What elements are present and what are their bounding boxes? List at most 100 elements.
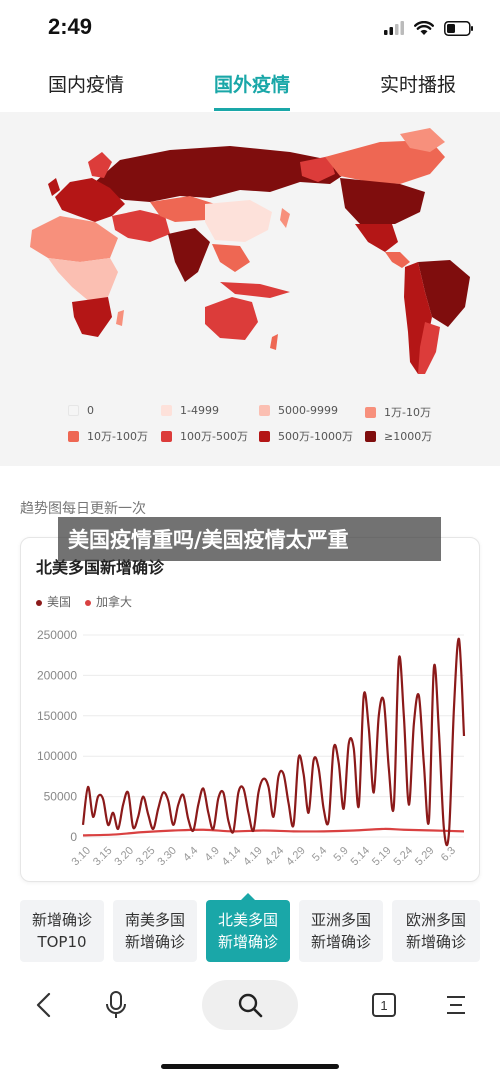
- chart-legend: 美国 加拿大: [36, 593, 132, 610]
- status-bar: 2:49: [0, 0, 500, 56]
- legend-item: 1-4999: [161, 404, 219, 417]
- legend-item: ≥1000万: [365, 428, 432, 444]
- y-tick-label: 0: [70, 830, 77, 844]
- region-tab-europe[interactable]: 欧洲多国 新增确诊: [392, 900, 480, 962]
- x-tick-label: 5.24: [392, 845, 416, 869]
- region-tab-south-america[interactable]: 南美多国 新增确诊: [113, 900, 197, 962]
- region-tab-top10[interactable]: 新增确诊 TOP10: [20, 900, 104, 962]
- x-tick-label: 6.3: [439, 845, 458, 864]
- region-tab-asia[interactable]: 亚洲多国 新增确诊: [299, 900, 383, 962]
- legend-swatch: [259, 430, 270, 442]
- map-region-russia: [95, 146, 345, 202]
- legend-item: 1万-10万: [365, 404, 431, 420]
- active-tab-indicator: [214, 108, 290, 111]
- map-region-central-africa: [48, 258, 118, 302]
- map-region-central-asia: [150, 196, 215, 222]
- x-tick-label: 5.14: [349, 845, 373, 869]
- series-line-usa: [81, 637, 466, 847]
- y-tick-label: 200000: [37, 668, 77, 682]
- map-region-china: [205, 200, 272, 242]
- x-tick-label: 4.9: [203, 845, 222, 864]
- menu-button[interactable]: [434, 980, 478, 1030]
- legend-item: 5000-9999: [259, 404, 338, 417]
- y-tick-label: 150000: [37, 709, 77, 723]
- x-tick-label: 3.15: [91, 845, 115, 869]
- region-tab-north-america[interactable]: 北美多国 新增确诊: [206, 893, 290, 962]
- legend-swatch: [161, 430, 172, 442]
- legend-series-usa[interactable]: 美国: [36, 593, 71, 610]
- map-region-north-africa: [30, 216, 118, 262]
- home-indicator: [161, 1064, 339, 1069]
- top-tabs: 国内疫情 国外疫情 实时播报: [0, 60, 500, 112]
- map-region-se-asia: [212, 244, 250, 272]
- battery-icon: [444, 20, 473, 36]
- legend-swatch: [259, 405, 270, 416]
- tabs-button[interactable]: 1: [362, 980, 406, 1030]
- microphone-icon: [106, 991, 126, 1018]
- map-region-indonesia: [220, 282, 290, 298]
- map-region-alaska: [300, 156, 335, 182]
- back-icon: [36, 992, 51, 1018]
- world-map[interactable]: [0, 112, 500, 402]
- map-region-scandinavia: [88, 152, 112, 178]
- wifi-icon: [414, 20, 434, 35]
- region-tabs: 新增确诊 TOP10 南美多国 新增确诊 北美多国 新增确诊 亚洲多国 新增确诊 欧洲多…: [20, 893, 480, 962]
- menu-icon: [447, 996, 465, 1014]
- legend-series-canada[interactable]: 加拿大: [85, 593, 132, 610]
- line-chart: 2500002000001500001000005000003.103.153.…: [37, 628, 466, 869]
- trend-update-note: 趋势图每日更新一次: [20, 501, 146, 517]
- legend-swatch: [68, 405, 79, 416]
- back-button[interactable]: [22, 980, 66, 1030]
- y-tick-label: 100000: [37, 749, 77, 763]
- voice-button[interactable]: [94, 980, 138, 1030]
- status-icons: [384, 18, 474, 38]
- map-region-greenland: [400, 128, 445, 152]
- x-tick-label: 5.19: [370, 845, 394, 869]
- map-region-canada: [325, 140, 445, 184]
- map-region-argentina: [418, 322, 440, 374]
- x-tick-label: 4.19: [241, 845, 265, 869]
- search-icon: [238, 993, 263, 1018]
- x-tick-label: 5.29: [413, 845, 437, 869]
- map-region-new-zealand: [270, 334, 278, 350]
- map-region-india: [168, 228, 210, 282]
- y-tick-label: 250000: [37, 628, 77, 642]
- x-tick-label: 4.14: [220, 845, 244, 869]
- x-tick-label: 4.29: [284, 845, 308, 869]
- legend-item: 10万-100万: [68, 428, 148, 444]
- x-tick-label: 3.25: [134, 845, 158, 869]
- overlay-banner: [58, 517, 441, 561]
- x-tick-label: 4.24: [263, 845, 287, 869]
- overlay-banner-text: 美国疫情重吗/美国疫情太严重: [68, 528, 349, 552]
- map-region-usa: [340, 178, 425, 224]
- bottom-navigation: 1: [0, 980, 500, 1040]
- map-region-central-america: [385, 252, 410, 268]
- search-button[interactable]: [202, 980, 298, 1030]
- legend-item: 100万-500万: [161, 428, 248, 444]
- x-tick-label: 3.20: [112, 845, 136, 869]
- tab-overseas[interactable]: 国外疫情: [214, 74, 291, 96]
- tab-live-broadcast[interactable]: 实时播报: [380, 74, 457, 96]
- map-region-mexico: [355, 224, 398, 252]
- legend-item: 500万-1000万: [259, 428, 353, 444]
- x-tick-label: 5.4: [310, 845, 329, 864]
- legend-swatch: [365, 430, 376, 442]
- series-line-canada: [82, 827, 465, 837]
- map-region-australia: [205, 297, 258, 340]
- tab-domestic[interactable]: 国内疫情: [48, 74, 125, 96]
- world-map-panel: 0 1-4999 5000-9999 1万-10万 10万-100万 100万-…: [0, 112, 500, 466]
- legend-item: 0: [68, 404, 94, 417]
- map-region-madagascar: [116, 310, 124, 326]
- legend-swatch: [68, 430, 79, 442]
- map-region-south-africa: [72, 297, 112, 337]
- map-region-europe: [55, 178, 125, 222]
- map-region-japan: [280, 208, 290, 228]
- y-tick-label: 50000: [44, 790, 78, 804]
- x-tick-label: 4.4: [181, 845, 200, 864]
- legend-swatch: [161, 405, 172, 416]
- x-tick-label: 5.9: [331, 845, 350, 864]
- map-region-uk: [48, 178, 60, 196]
- map-region-brazil: [418, 260, 470, 327]
- status-time: 2:49: [48, 14, 93, 39]
- legend-swatch: [365, 406, 376, 418]
